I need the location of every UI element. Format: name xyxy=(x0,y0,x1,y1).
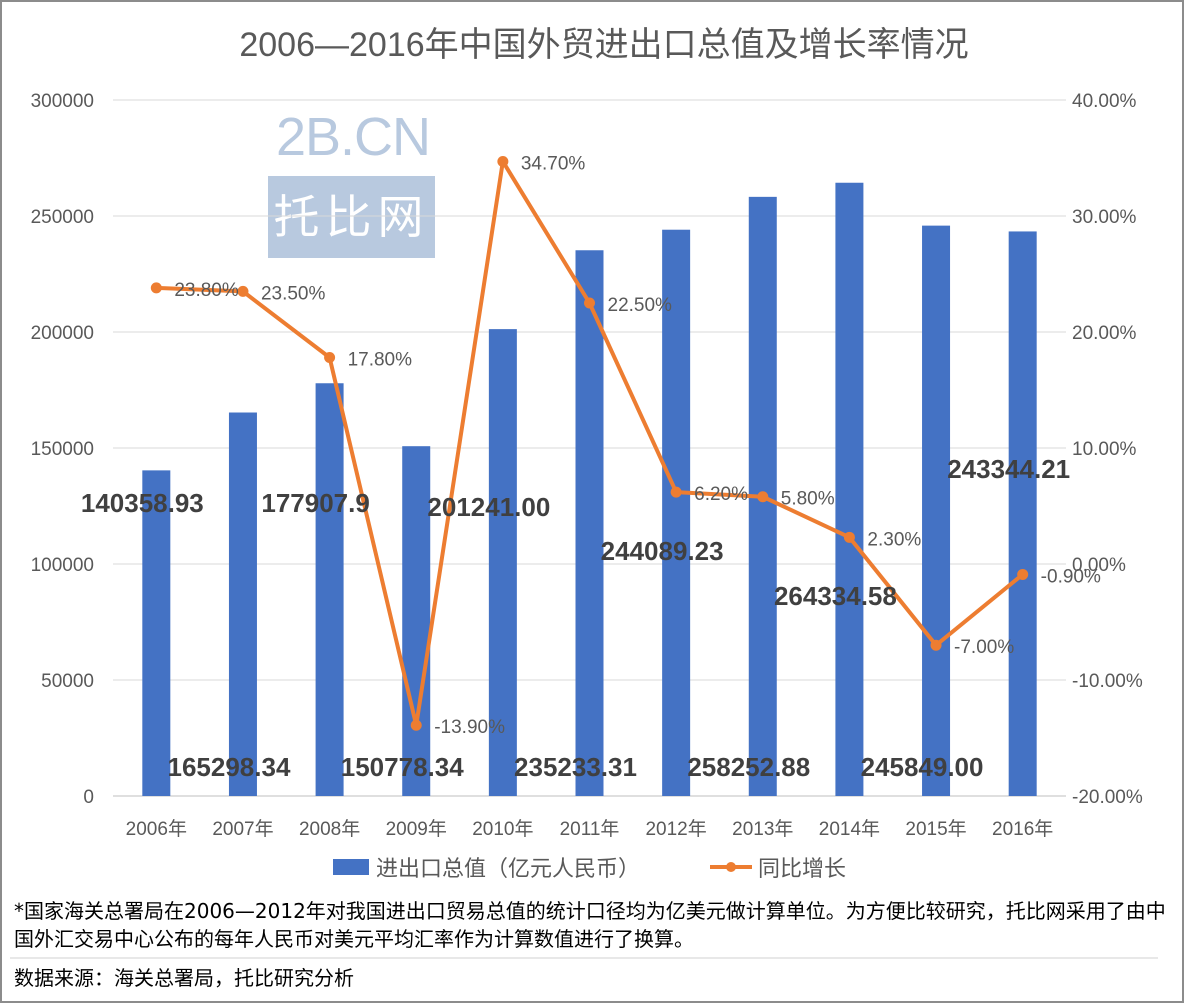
growth-data-label: -13.90% xyxy=(434,717,505,738)
growth-data-label: 17.80% xyxy=(348,350,413,371)
growth-data-label: 5.80% xyxy=(781,489,835,510)
growth-data-label: -7.00% xyxy=(954,637,1014,658)
left-tick-label: 300000 xyxy=(31,91,94,112)
growth-marker xyxy=(150,282,162,294)
right-tick-label: 10.00% xyxy=(1072,439,1137,460)
bar xyxy=(315,383,344,796)
growth-data-label: 23.80% xyxy=(174,280,239,301)
bar-data-label: 165298.34 xyxy=(168,752,291,782)
right-tick-label: -10.00% xyxy=(1072,671,1143,692)
growth-data-label: 23.50% xyxy=(261,283,326,304)
growth-data-label: 34.70% xyxy=(521,153,586,174)
bar-data-label: 177907.9 xyxy=(261,488,369,518)
legend-bar-label: 进出口总值（亿元人民币） xyxy=(376,856,640,881)
growth-data-label: 2.30% xyxy=(867,529,921,550)
left-tick-label: 0 xyxy=(83,787,94,808)
growth-marker xyxy=(237,285,249,297)
left-tick-label: 150000 xyxy=(31,439,94,460)
growth-marker xyxy=(497,155,509,167)
bar-data-label: 140358.93 xyxy=(81,488,204,518)
x-tick-label: 2009年 xyxy=(386,818,447,840)
bar-data-label: 264334.58 xyxy=(774,581,897,611)
growth-marker xyxy=(930,639,942,651)
bar xyxy=(142,470,171,796)
x-tick-label: 2006年 xyxy=(126,818,187,840)
growth-marker xyxy=(1017,568,1029,580)
x-tick-label: 2013年 xyxy=(732,818,793,840)
bar xyxy=(1008,231,1037,797)
bar-data-label: 235233.31 xyxy=(514,752,637,782)
x-tick-label: 2012年 xyxy=(645,818,706,840)
x-tick-label: 2010年 xyxy=(472,818,533,840)
x-tick-label: 2015年 xyxy=(905,818,966,840)
right-tick-label: -20.00% xyxy=(1072,787,1143,808)
right-tick-label: 30.00% xyxy=(1072,207,1137,228)
chart-title: 2006—2016年中国外贸进出口总值及增长率情况 xyxy=(239,26,968,64)
bar-data-label: 201241.00 xyxy=(427,492,550,522)
legend: 进出口总值（亿元人民币） 同比增长 xyxy=(333,856,846,881)
growth-marker xyxy=(410,719,422,731)
bar-data-label: 244089.23 xyxy=(601,536,724,566)
x-tick-label: 2007年 xyxy=(212,818,273,840)
bar xyxy=(228,412,257,796)
growth-data-label: 22.50% xyxy=(608,295,673,316)
growth-marker xyxy=(757,491,769,503)
growth-data-label: -0.90% xyxy=(1041,566,1101,587)
legend-bar-swatch xyxy=(333,859,369,875)
left-tick-label: 100000 xyxy=(31,555,94,576)
growth-marker xyxy=(843,531,855,543)
bar xyxy=(575,250,604,796)
x-tick-label: 2011年 xyxy=(560,818,620,840)
watermark-logo-text: 2B.CN xyxy=(276,107,431,167)
data-source: 数据来源：海关总署局，托比研究分析 xyxy=(14,966,354,990)
bar xyxy=(662,229,691,796)
x-tick-label: 2008年 xyxy=(299,818,360,840)
left-tick-label: 250000 xyxy=(31,207,94,228)
legend-line-marker xyxy=(726,862,736,872)
x-tick-label: 2014年 xyxy=(819,818,880,840)
bar-data-label: 150778.34 xyxy=(341,752,464,782)
right-tick-label: 20.00% xyxy=(1072,323,1137,344)
bar-data-label: 243344.21 xyxy=(947,454,1070,484)
bar xyxy=(488,329,517,796)
growth-data-label: 6.20% xyxy=(694,484,748,505)
bar-data-label: 258252.88 xyxy=(687,752,810,782)
watermark-logo-box: 托比网 xyxy=(268,176,435,258)
x-tick-label: 2016年 xyxy=(992,818,1053,840)
growth-marker xyxy=(670,486,682,498)
growth-marker xyxy=(324,352,336,364)
left-tick-label: 200000 xyxy=(31,323,94,344)
bar xyxy=(835,182,864,796)
right-tick-label: 0.00% xyxy=(1072,555,1126,576)
left-tick-label: 50000 xyxy=(41,671,94,692)
right-tick-label: 40.00% xyxy=(1072,91,1137,112)
growth-marker xyxy=(584,297,595,309)
bar-data-label: 245849.00 xyxy=(861,752,984,782)
footnote: *国家海关总署局在2006—2012年对我国进出口贸易总值的统计口径均为亿美元做… xyxy=(14,899,1166,951)
bar xyxy=(402,446,431,796)
bar xyxy=(922,225,951,797)
legend-line-label: 同比增长 xyxy=(758,856,846,881)
